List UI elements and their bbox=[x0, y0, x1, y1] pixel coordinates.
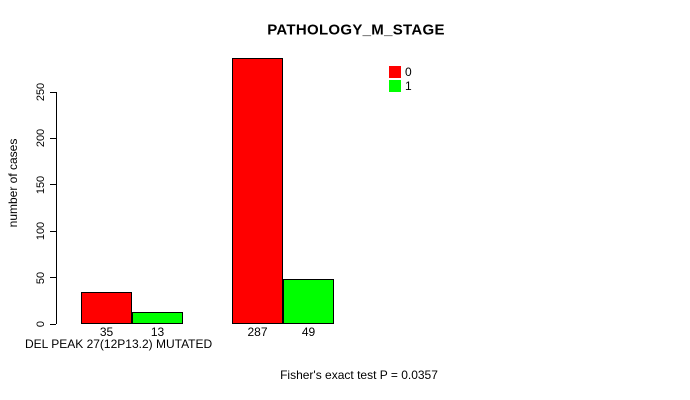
y-tick-label: 200 bbox=[35, 129, 47, 148]
y-tick-label: 0 bbox=[35, 320, 47, 328]
y-tick-mark bbox=[50, 91, 56, 93]
y-tick-mark bbox=[50, 137, 56, 139]
y-axis-title: number of cases bbox=[6, 138, 20, 228]
chart-title: PATHOLOGY_M_STAGE bbox=[267, 21, 445, 39]
legend-label: 1 bbox=[405, 79, 412, 93]
legend-swatch bbox=[389, 66, 401, 78]
y-tick-mark bbox=[50, 323, 56, 325]
bar-value-label: 13 bbox=[150, 325, 165, 339]
legend-entry: 0 bbox=[389, 66, 412, 78]
y-tick-label: 50 bbox=[35, 271, 47, 284]
y-tick-mark bbox=[50, 277, 56, 279]
bar-series-1-group-1 bbox=[132, 311, 183, 324]
legend-swatch bbox=[389, 80, 401, 92]
legend-label: 0 bbox=[405, 65, 412, 79]
bar-value-label: 35 bbox=[99, 325, 114, 339]
legend-entry: 1 bbox=[389, 80, 412, 92]
bar-series-0-group-1 bbox=[81, 291, 132, 324]
bar-series-0-group-2 bbox=[232, 57, 283, 324]
y-tick-label: 250 bbox=[35, 82, 47, 102]
x-axis-label: DEL PEAK 27(12P13.2) MUTATED bbox=[25, 337, 213, 351]
y-tick-label: 100 bbox=[35, 222, 47, 241]
y-axis-line bbox=[56, 92, 57, 324]
bar-series-1-group-2 bbox=[283, 278, 334, 324]
bar-value-label: 287 bbox=[247, 325, 268, 339]
bar-value-label: 49 bbox=[301, 325, 316, 339]
y-tick-mark bbox=[50, 230, 56, 232]
stat-annotation: Fisher's exact test P = 0.0357 bbox=[280, 368, 438, 382]
y-tick-mark bbox=[50, 184, 56, 186]
y-tick-label: 150 bbox=[35, 175, 47, 194]
